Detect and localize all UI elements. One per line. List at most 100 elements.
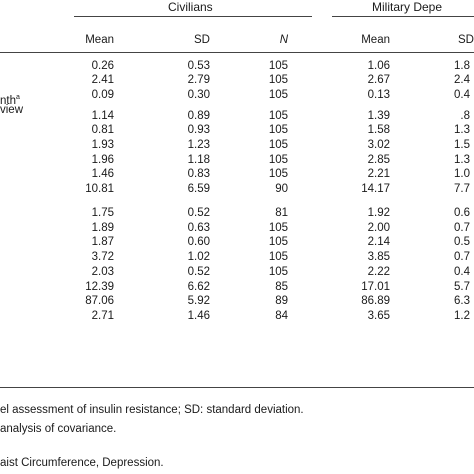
- cell-civ-sd: 6.62: [187, 281, 210, 293]
- cell-mil-mean: 2.14: [367, 236, 390, 248]
- colhead-civ-n: N: [279, 34, 288, 46]
- cell-civ-n: 105: [268, 74, 288, 86]
- cell-civ-sd: 0.30: [187, 89, 210, 101]
- cell-civ-n: 85: [275, 281, 288, 293]
- cell-mil-sd: 6.3: [454, 295, 470, 307]
- table-row: 0.81 0.93 105 1.58 1.3: [0, 123, 474, 137]
- cell-civ-mean: 1.96: [91, 154, 114, 166]
- cell-civ-n: 105: [268, 251, 288, 263]
- table-row: 2.71 1.46 84 3.65 1.2: [0, 309, 474, 323]
- table-row: 1.46 0.83 105 2.21 1.0: [0, 167, 474, 181]
- footnote-3: aist Circumference, Depression.: [0, 457, 164, 469]
- table-row: 1.93 1.23 105 3.02 1.5: [0, 138, 474, 152]
- cell-mil-sd: 0.6: [454, 207, 470, 219]
- cell-mil-sd: 0.7: [454, 251, 470, 263]
- table-row: 1.89 0.63 105 2.00 0.7: [0, 221, 474, 235]
- cell-civ-mean: 1.75: [91, 207, 114, 219]
- cell-civ-mean: 2.03: [91, 266, 114, 278]
- cell-civ-n: 105: [268, 266, 288, 278]
- table-row: 10.81 6.59 90 14.17 7.7: [0, 182, 474, 196]
- cell-civ-mean: 12.39: [85, 281, 114, 293]
- cell-mil-mean: 3.85: [367, 251, 390, 263]
- table-row: 1.87 0.60 105 2.14 0.5: [0, 235, 474, 249]
- group-rule-military: [332, 16, 474, 17]
- cell-mil-sd: 1.8: [454, 60, 470, 72]
- table-row: 1.14 0.89 105 1.39 .8: [0, 109, 474, 123]
- cell-mil-mean: 1.58: [367, 124, 390, 136]
- cell-civ-sd: 0.53: [187, 60, 210, 72]
- table-row: 1.75 0.52 81 1.92 0.6: [0, 206, 474, 220]
- cell-civ-mean: 1.87: [91, 236, 114, 248]
- group-rule-civilians: [74, 16, 312, 17]
- cell-civ-sd: 1.18: [187, 154, 210, 166]
- table-row: 2.41 2.79 105 2.67 2.4: [0, 73, 474, 87]
- cell-civ-mean: 10.81: [85, 183, 114, 195]
- table-row: 12.39 6.62 85 17.01 5.7: [0, 280, 474, 294]
- colhead-mil-sd: SD: [458, 34, 474, 46]
- cell-civ-mean: 2.41: [91, 74, 114, 86]
- cell-mil-mean: 2.22: [367, 266, 390, 278]
- cell-civ-n: 105: [268, 124, 288, 136]
- cell-mil-mean: 2.67: [367, 74, 390, 86]
- cell-civ-mean: 87.06: [85, 295, 114, 307]
- footnote-2: analysis of covariance.: [0, 423, 117, 435]
- cell-civ-sd: 0.52: [187, 266, 210, 278]
- table-row: 3.72 1.02 105 3.85 0.7: [0, 250, 474, 264]
- group-title-civilians: Civilians: [168, 0, 213, 14]
- colhead-civ-sd: SD: [194, 34, 210, 46]
- cell-civ-n: 105: [268, 154, 288, 166]
- cell-civ-sd: 1.46: [187, 310, 210, 322]
- cell-mil-mean: 3.65: [367, 310, 390, 322]
- cell-mil-sd: 1.2: [454, 310, 470, 322]
- cell-mil-sd: 1.5: [454, 139, 470, 151]
- cell-civ-mean: 1.14: [91, 110, 114, 122]
- cell-civ-n: 105: [268, 168, 288, 180]
- cell-civ-sd: 6.59: [187, 183, 210, 195]
- table-row: 0.26 0.53 105 1.06 1.8: [0, 59, 474, 73]
- cell-mil-sd: 1.3: [454, 154, 470, 166]
- cell-civ-sd: 0.60: [187, 236, 210, 248]
- cell-mil-mean: 2.21: [367, 168, 390, 180]
- cell-civ-sd: 2.79: [187, 74, 210, 86]
- cell-civ-n: 105: [268, 110, 288, 122]
- cell-civ-mean: 0.26: [91, 60, 114, 72]
- cell-civ-sd: 0.89: [187, 110, 210, 122]
- cell-mil-mean: 2.85: [367, 154, 390, 166]
- cell-mil-sd: .8: [460, 110, 470, 122]
- cell-mil-mean: 17.01: [361, 281, 390, 293]
- cell-mil-sd: 0.4: [454, 266, 470, 278]
- cell-civ-mean: 3.72: [91, 251, 114, 263]
- cell-mil-sd: 1.0: [454, 168, 470, 180]
- cell-civ-sd: 1.02: [187, 251, 210, 263]
- cell-civ-n: 81: [275, 207, 288, 219]
- cell-civ-sd: 0.63: [187, 222, 210, 234]
- cell-civ-n: 105: [268, 89, 288, 101]
- cell-mil-mean: 14.17: [361, 183, 390, 195]
- cell-civ-mean: 1.89: [91, 222, 114, 234]
- colhead-mil-mean: Mean: [361, 34, 390, 46]
- header-rule: [0, 52, 474, 53]
- cell-civ-mean: 2.71: [91, 310, 114, 322]
- cell-civ-mean: 1.93: [91, 139, 114, 151]
- cell-mil-mean: 1.92: [367, 207, 390, 219]
- cell-mil-sd: 0.7: [454, 222, 470, 234]
- cell-civ-n: 105: [268, 60, 288, 72]
- cell-civ-n: 89: [275, 295, 288, 307]
- cell-civ-mean: 0.81: [91, 124, 114, 136]
- cell-civ-sd: 1.23: [187, 139, 210, 151]
- cell-mil-mean: 0.13: [367, 89, 390, 101]
- group-title-military: Military Depe: [372, 0, 443, 14]
- footnote-1: el assessment of insulin resistance; SD:…: [0, 404, 304, 416]
- cell-mil-sd: 0.5: [454, 236, 470, 248]
- table-row: 0.09 0.30 105 0.13 0.4: [0, 88, 474, 102]
- table-row: 87.06 5.92 89 86.89 6.3: [0, 294, 474, 308]
- cell-mil-sd: 5.7: [454, 281, 470, 293]
- cell-civ-n: 105: [268, 222, 288, 234]
- bottom-rule: [0, 387, 474, 388]
- table-row: 1.96 1.18 105 2.85 1.3: [0, 153, 474, 167]
- cell-mil-mean: 86.89: [361, 295, 390, 307]
- cell-mil-mean: 1.39: [367, 110, 390, 122]
- row-label-fragment-2: view: [0, 104, 24, 116]
- cell-civ-mean: 0.09: [91, 89, 114, 101]
